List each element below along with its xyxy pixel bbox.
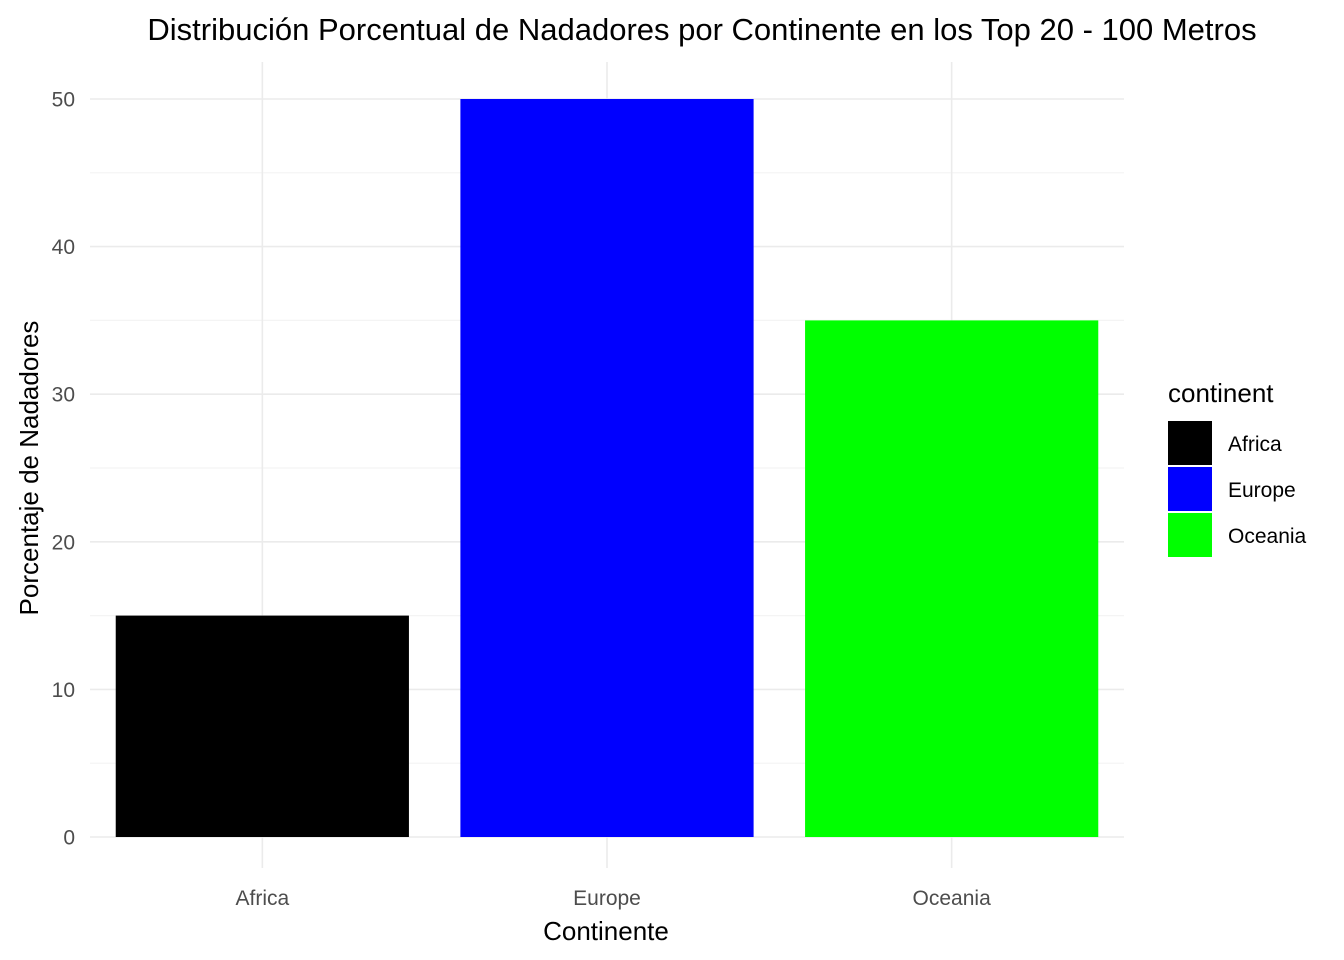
bar-oceania (805, 320, 1099, 837)
bar-africa (115, 615, 409, 837)
bars (115, 99, 1099, 837)
y-tick-label: 20 (52, 531, 75, 554)
y-tick-label: 40 (52, 236, 75, 259)
y-axis-ticks: 0 10 20 30 40 50 (52, 89, 75, 850)
legend-swatch-oceania (1168, 513, 1212, 557)
legend-items: Africa Europe Oceania (1168, 421, 1307, 557)
legend-title: continent (1168, 378, 1274, 408)
legend: continent Africa Europe Oceania (1168, 378, 1307, 557)
y-axis-title: Porcentaje de Nadadores (14, 321, 44, 616)
bar-europe (460, 99, 754, 837)
legend-label-africa: Africa (1228, 433, 1282, 456)
legend-swatch-europe (1168, 467, 1212, 511)
x-tick-label: Africa (235, 887, 289, 910)
x-tick-label: Oceania (913, 887, 992, 910)
x-tick-label: Europe (573, 887, 641, 910)
chart-title: Distribución Porcentual de Nadadores por… (147, 12, 1256, 47)
legend-label-europe: Europe (1228, 479, 1296, 502)
y-tick-label: 50 (52, 89, 75, 112)
y-tick-label: 10 (52, 679, 75, 702)
y-tick-label: 0 (63, 827, 75, 850)
legend-label-oceania: Oceania (1228, 525, 1307, 548)
x-axis-title: Continente (543, 916, 669, 946)
x-axis-ticks: Africa Europe Oceania (235, 887, 991, 910)
legend-swatch-africa (1168, 421, 1212, 465)
y-tick-label: 30 (52, 384, 75, 407)
